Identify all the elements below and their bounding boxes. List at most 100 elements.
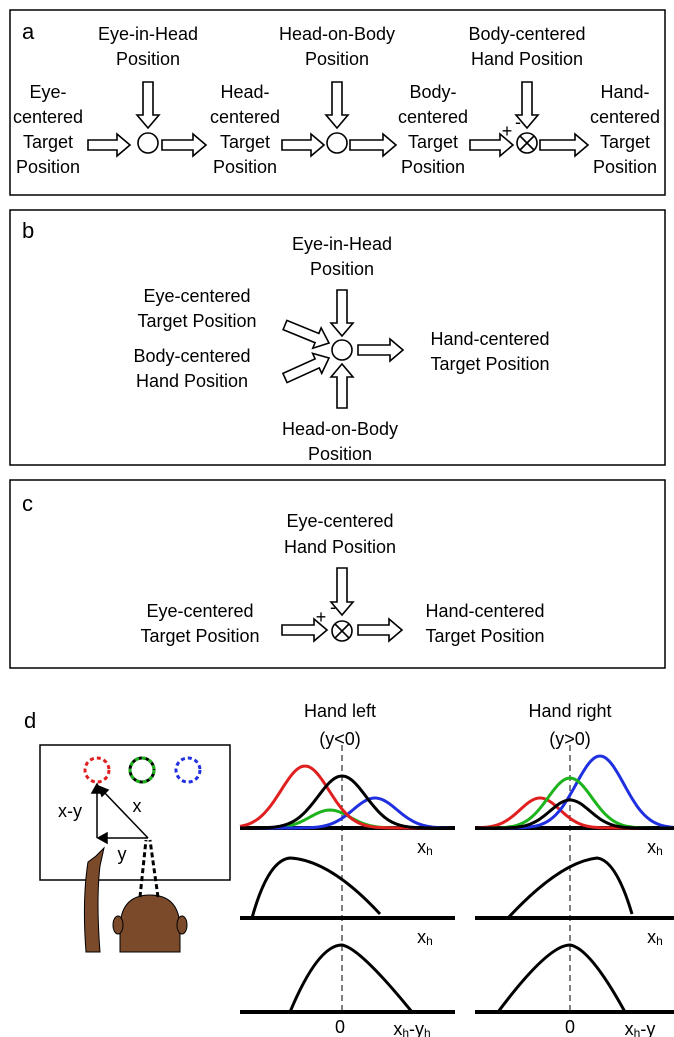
arrow <box>349 132 398 158</box>
arrow <box>161 132 208 158</box>
curve <box>250 856 382 919</box>
stage-label: Position <box>401 157 465 177</box>
vector-label: x-y <box>58 801 82 821</box>
axis-label-main: x <box>647 927 656 947</box>
arrow <box>87 132 132 158</box>
arrow <box>324 81 350 130</box>
axis-label-main: x <box>647 837 656 857</box>
input-label: Head-on-Body <box>279 24 395 44</box>
axis-label-main: x <box>393 1019 402 1037</box>
arrow <box>135 81 161 130</box>
target-green <box>128 756 156 784</box>
cross <box>519 135 535 151</box>
axis-label-sub: h <box>402 1026 409 1037</box>
axis-label: xh <box>417 927 433 948</box>
stage-label: centered <box>210 107 280 127</box>
input-label: Body-centered <box>133 346 250 366</box>
axis-label: xh-y <box>625 1019 656 1037</box>
column-title: (y<0) <box>319 729 361 749</box>
input-label: Hand Position <box>284 537 396 557</box>
curve <box>240 774 454 830</box>
curve <box>496 943 627 1013</box>
arrow <box>282 319 331 350</box>
stage-label: centered <box>590 107 660 127</box>
input-label: Eye-in-Head <box>98 24 198 44</box>
panel-a-frame <box>9 9 666 196</box>
arrow <box>539 132 590 158</box>
input-label: Hand Position <box>136 371 248 391</box>
stage-label: Hand- <box>600 82 649 102</box>
input-label: Hand Position <box>471 49 583 69</box>
head <box>119 894 181 953</box>
output-label: Target Position <box>425 626 544 646</box>
input-label: Eye-in-Head <box>292 234 392 254</box>
stage-label: Body- <box>409 82 456 102</box>
axis-label-main: x <box>417 837 426 857</box>
input-label: Target Position <box>137 311 256 331</box>
panel-c-frame <box>9 479 666 669</box>
arrow <box>281 132 326 158</box>
arrow <box>469 132 515 158</box>
panel-label: d <box>24 708 36 733</box>
axis-label-main: -y <box>640 1019 655 1037</box>
stage-label: centered <box>398 107 468 127</box>
target-blue <box>174 756 202 784</box>
curve <box>506 856 634 920</box>
input-label: Position <box>305 49 369 69</box>
gaze <box>138 839 160 898</box>
sign: - <box>515 112 521 132</box>
arm <box>83 846 105 953</box>
curve <box>475 798 673 830</box>
input-label: Eye-centered <box>143 286 250 306</box>
axis-label-sub: h <box>424 1026 431 1037</box>
axis-label-sub: h <box>656 934 663 948</box>
axis-label-sub: h <box>426 844 433 858</box>
stage-label: Target <box>600 132 650 152</box>
curve <box>239 764 454 830</box>
axis-label: xh-yh <box>393 1019 430 1037</box>
sum-node <box>326 132 348 154</box>
arrow <box>329 362 355 409</box>
input-label: Eye-centered <box>146 601 253 621</box>
input-label: Eye-centered <box>286 511 393 531</box>
panel-label: c <box>22 491 33 516</box>
column-title: (y>0) <box>549 729 591 749</box>
arrow <box>281 617 329 643</box>
input-label: Head-on-Body <box>282 419 398 439</box>
output-label: Hand-centered <box>430 329 549 349</box>
vector-label: x <box>133 796 142 816</box>
axis-label-main: -y <box>409 1019 424 1037</box>
axis-label-sub: h <box>634 1026 641 1037</box>
stage-label: Position <box>16 157 80 177</box>
axis-label-sub: h <box>656 844 663 858</box>
stage-label: centered <box>13 107 83 127</box>
cross <box>334 623 350 639</box>
stage-label: Target <box>23 132 73 152</box>
output-label: Target Position <box>430 354 549 374</box>
axis-label-sub: h <box>426 934 433 948</box>
input-label: Body-centered <box>468 24 585 44</box>
axis-label: xh <box>417 837 433 858</box>
arrow <box>281 352 331 384</box>
stage-label: Target <box>220 132 270 152</box>
axis-label-main: x <box>417 927 426 947</box>
axis-label: xh <box>647 837 663 858</box>
panel-label: b <box>22 218 34 243</box>
input-label: Position <box>116 49 180 69</box>
target-red <box>83 756 111 784</box>
input-label: Target Position <box>140 626 259 646</box>
ear <box>176 915 188 935</box>
curve <box>475 754 674 830</box>
axis-label-main: x <box>625 1019 634 1037</box>
vectors <box>90 782 149 845</box>
panel-b-frame <box>9 209 666 466</box>
curve <box>288 943 414 1013</box>
stage-label: Eye- <box>29 82 66 102</box>
stage-label: Target <box>408 132 458 152</box>
input-label: Position <box>308 444 372 464</box>
sum-node <box>137 132 159 154</box>
axis-label: xh <box>647 927 663 948</box>
ear <box>112 915 124 935</box>
arrow <box>514 81 540 130</box>
